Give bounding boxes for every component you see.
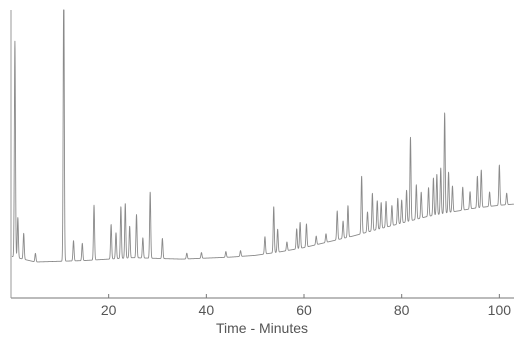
x-tick-label: 40 [199,302,215,318]
x-tick-label: 60 [296,302,312,318]
chromatogram-trace [11,9,515,263]
plot-area [11,9,515,263]
x-ticks: 20 40 60 80 100 [101,294,511,318]
x-tick-label: 20 [101,302,117,318]
x-tick-label: 100 [488,302,512,318]
x-axis-title: Time - Minutes [216,320,308,336]
x-tick-label: 80 [394,302,410,318]
